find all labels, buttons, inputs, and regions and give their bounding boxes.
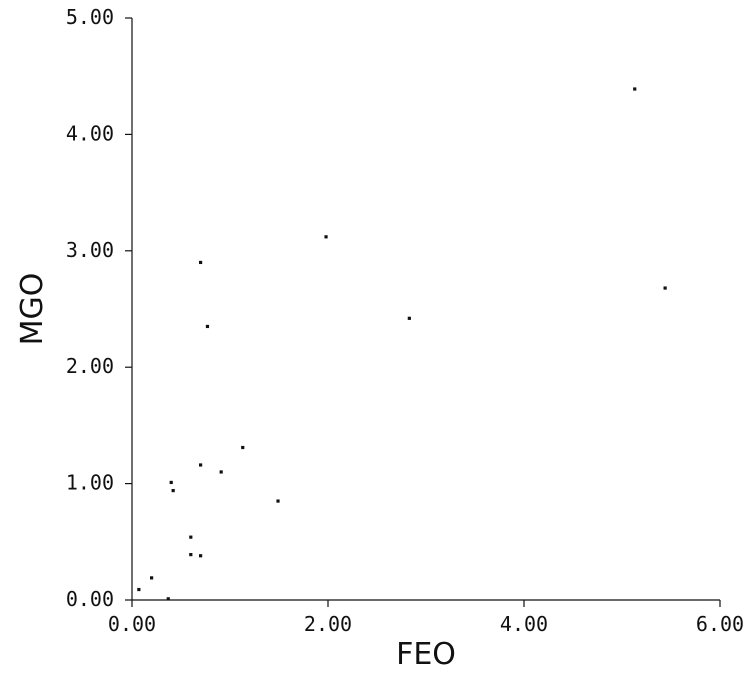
- x-tick-label: 6.00: [696, 612, 744, 636]
- x-tick-label: 4.00: [500, 612, 548, 636]
- data-point: [150, 576, 154, 580]
- data-point: [219, 470, 223, 474]
- data-point: [137, 587, 141, 592]
- y-tick-label: 3.00: [66, 238, 114, 262]
- y-tick-label: 0.00: [66, 587, 114, 611]
- data-point: [189, 553, 193, 557]
- y-tick-label: 4.00: [66, 121, 114, 145]
- x-axis: 0.00 2.00 4.00 6.00: [108, 599, 744, 636]
- data-point: [205, 324, 210, 329]
- data-point: [199, 554, 203, 558]
- data-point: [171, 488, 175, 493]
- x-tick-group: 0.00 2.00 4.00 6.00: [108, 600, 744, 636]
- data-point: [169, 480, 173, 485]
- data-point: [663, 286, 667, 290]
- data-point: [189, 535, 193, 539]
- data-point: [166, 597, 170, 601]
- y-tick-label: 2.00: [66, 354, 114, 378]
- data-point: [276, 499, 280, 503]
- data-point: [324, 235, 328, 239]
- data-point: [199, 260, 203, 265]
- y-tick-group: 0.00 1.00 2.00 3.00 4.00 5.00: [66, 5, 132, 611]
- x-tick-label: 0.00: [108, 612, 156, 636]
- x-axis-title: FEO: [396, 637, 456, 672]
- data-point: [199, 463, 203, 467]
- data-points: [137, 87, 667, 601]
- y-axis: 0.00 1.00 2.00 3.00 4.00 5.00: [66, 5, 133, 611]
- y-tick-label: 1.00: [66, 471, 114, 495]
- data-point: [407, 316, 411, 320]
- data-point: [633, 87, 637, 91]
- y-axis-title: MGO: [15, 273, 50, 346]
- data-point: [241, 445, 245, 450]
- y-tick-label: 5.00: [66, 5, 114, 29]
- x-tick-label: 2.00: [304, 612, 352, 636]
